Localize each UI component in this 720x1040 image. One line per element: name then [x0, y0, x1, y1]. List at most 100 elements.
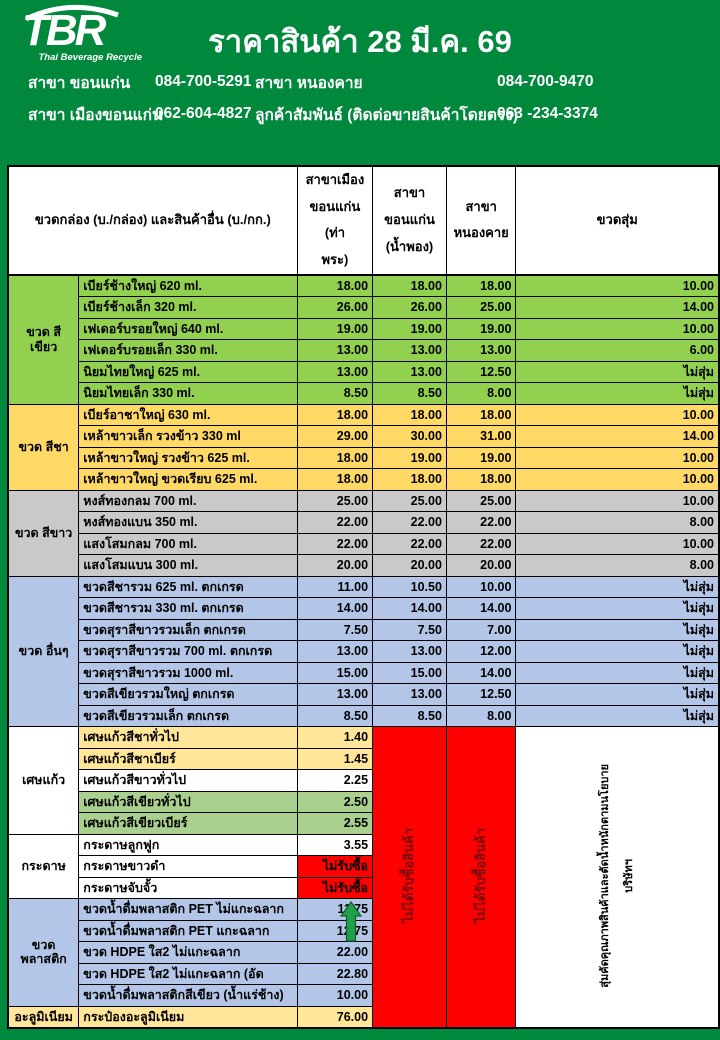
price-cell: 18.00	[445, 274, 517, 298]
group-label-cell: เศษแก้ว	[7, 726, 80, 835]
item-name-cell: เศษแก้วสีขาวทั่วไป	[78, 769, 298, 792]
item-name-cell: ขวดน้ำดื่มพลาสติกสีเขียว (น้ำแร่ช้าง)	[78, 984, 298, 1007]
price-cell: 2.55	[296, 812, 374, 835]
column-header-0: ขวดกล่อง (บ./กล่อง) และสินค้าอื่น (บ./กก…	[7, 165, 298, 276]
table-row: ขวดสีชารวม 330 ml. ตกเกรด 14.00 14.00 14.00…	[8, 597, 720, 620]
random-price-cell: ไม่สุ่ม	[515, 382, 720, 405]
item-name-cell: เบียร์ช้างใหญ่ 620 ml.	[78, 274, 298, 298]
branch-label: สาขา เมืองขอนแก่น	[28, 106, 163, 124]
price-cell: 25.00	[445, 489, 517, 513]
item-name-cell: แสงโสมกลม 700 ml.	[78, 532, 298, 556]
price-cell: 13.00	[372, 339, 447, 362]
table-row: แสงโสมกลม 700 ml. 22.00 22.00 22.00 10.00	[8, 532, 720, 556]
item-name-cell: เฟเดอร์บรอยใหญ่ 640 ml.	[78, 317, 298, 341]
random-price-cell: 6.00	[515, 339, 720, 362]
price-cell: 20.00	[296, 554, 374, 577]
item-name-cell: ขวดสุราสีขาวรวมเล็ก ตกเกรด	[78, 618, 298, 642]
price-cell: 14.00	[445, 597, 517, 620]
item-name-cell: ขวดน้ำดื่มพลาสติก PET แกะฉลาก	[78, 919, 298, 943]
price-cell: 7.00	[445, 618, 517, 642]
page-title: ราคาสินค้า 28 มี.ค. 69	[208, 24, 512, 59]
random-price-cell: 8.00	[515, 511, 720, 534]
price-cell: 18.00	[372, 274, 447, 298]
item-name-cell: ขวดสีเขียวรวมเล็ก ตกเกรด	[78, 704, 298, 728]
price-cell: 3.55	[296, 833, 374, 857]
random-price-cell: ไม่สุ่ม	[515, 618, 720, 642]
price-cell: 22.00	[372, 532, 447, 556]
price-cell: 15.00	[372, 661, 447, 685]
random-price-cell: 10.00	[515, 446, 720, 470]
price-cell: 14.00	[445, 661, 517, 685]
item-name-cell: เหล้าขาวใหญ่ รวงข้าว 625 ml.	[78, 446, 298, 470]
table-row: ขวด สีชา เบียร์อาชาใหญ่ 630 ml. 18.00 18.00…	[7, 403, 720, 491]
price-cell: 18.00	[296, 446, 374, 470]
random-price-cell: 8.00	[515, 554, 720, 577]
item-name-cell: ขวดสุราสีขาวรวม 1000 ml.	[78, 661, 298, 685]
tbr-logo: TBR Thai Beverage Recycle	[22, 4, 142, 64]
branch-label: สาขา ขอนแก่น	[28, 74, 131, 92]
table-row: ขวดสุราสีขาวรวมเล็ก ตกเกรด 7.50 7.50 7.00 ไม…	[8, 618, 720, 642]
table-row: ขวด HDPE ใส2 ไม่แกะฉลาก 22.00	[8, 941, 719, 964]
price-cell: 19.00	[445, 317, 517, 341]
table-row: เศษแก้วสีเขียวทั่วไป 2.50	[8, 790, 719, 814]
price-cell: 13.00	[372, 360, 447, 384]
random-price-cell: 14.00	[515, 296, 720, 319]
item-name-cell: เหล้าขาวเล็ก รวงข้าว 330 ml	[78, 425, 298, 448]
column-header-1: สาขาเมือง ขอนแก่น (ท่า พระ)	[296, 165, 374, 276]
price-cell: 13.00	[296, 683, 374, 706]
item-name-cell: ขวดสุราสีขาวรวม 700 ml. ตกเกรด	[78, 640, 298, 663]
random-price-cell: 10.00	[515, 489, 720, 513]
random-price-cell: 10.00	[515, 317, 720, 341]
item-name-cell: ขวด HDPE ใส2 ไม่แกะฉลาก	[78, 941, 298, 964]
price-cell: ไม่รับซื้อ	[296, 855, 374, 878]
random-price-cell: 14.00	[515, 425, 720, 448]
table-row: นิยมไทยใหญ่ 625 ml. 13.00 13.00 12.50 ไม่สุ่…	[8, 360, 720, 384]
group-label-cell: ขวด พลาสติก	[7, 898, 80, 1007]
price-cell: 12.50	[445, 360, 517, 384]
price-cell: 11.75	[296, 898, 374, 942]
price-cell: 13.00	[445, 339, 517, 362]
not-buying-cell: ไม่ได้รับซื้อสินค้า	[372, 726, 447, 1029]
group-label-cell: ขวด อื่นๆ	[7, 575, 80, 728]
price-cell: 13.00	[296, 360, 374, 384]
table-header: ขวดกล่อง (บ./กล่อง) และสินค้าอื่น (บ./กก…	[7, 165, 720, 276]
random-price-cell: ไม่สุ่ม	[515, 661, 720, 685]
price-cell: 22.00	[296, 941, 374, 964]
price-cell: 19.00	[372, 317, 447, 341]
table-row: ขวดสีเขียวรวมใหญ่ ตกเกรด 13.00 13.00 12.50 ไ…	[8, 683, 720, 706]
item-name-cell: ขวดน้ำดื่มพลาสติก PET ไม่แกะฉลาก	[78, 898, 298, 921]
price-cell: 7.50	[372, 618, 447, 642]
not-buying-note: ไม่ได้รับซื้อสินค้า	[472, 827, 488, 923]
table-row: กระดาษขาวดำ ไม่รับซื้อ	[8, 855, 719, 878]
item-name-cell: กระดาษขาวดำ	[78, 855, 298, 878]
price-cell: 1.40	[296, 726, 374, 749]
price-cell: 11.00	[296, 575, 374, 599]
price-cell: 8.00	[445, 382, 517, 405]
group-label-cell: ขวด สีเขียว	[7, 274, 80, 405]
price-cell: 13.00	[372, 640, 447, 663]
price-cell: 12.75	[296, 919, 374, 943]
price-cell: 8.00	[445, 704, 517, 728]
logo-swoosh-icon	[24, 4, 120, 27]
table-row: อะลูมิเนียม กระป๋องอะลูมิเนียม 76.00	[7, 1005, 719, 1029]
item-name-cell: เหล้าขาวใหญ่ ขวดเรียบ 625 ml.	[78, 468, 298, 491]
table-row: ขวดน้ำดื่มพลาสติกสีเขียว (น้ำแร่ช้าง) 10.…	[8, 984, 719, 1007]
table-row: หงส์ทองแบน 350 ml. 22.00 22.00 22.00 8.00	[8, 511, 720, 534]
column-header-2: สาขา ขอนแก่น (น้ำพอง)	[372, 165, 447, 276]
price-cell: 26.00	[296, 296, 374, 319]
price-cell: 13.00	[296, 640, 374, 663]
price-cell: 7.50	[296, 618, 374, 642]
price-cell: 31.00	[445, 425, 517, 448]
item-name-cell: กระดาษลูกฟูก	[78, 833, 298, 857]
logo-subtitle: Thai Beverage Recycle	[38, 52, 142, 64]
item-name-cell: ขวด HDPE ใส2 ไม่แกะฉลาก (อัด	[78, 962, 298, 986]
price-cell: 1.45	[296, 747, 374, 771]
price-cell: 20.00	[372, 554, 447, 577]
price-cell: 22.00	[445, 532, 517, 556]
price-cell: 13.00	[296, 339, 374, 362]
price-cell: 25.00	[372, 489, 447, 513]
group-label-cell: ขวด สีชา	[7, 403, 80, 491]
price-cell: 14.00	[372, 597, 447, 620]
price-cell: 18.00	[445, 468, 517, 491]
